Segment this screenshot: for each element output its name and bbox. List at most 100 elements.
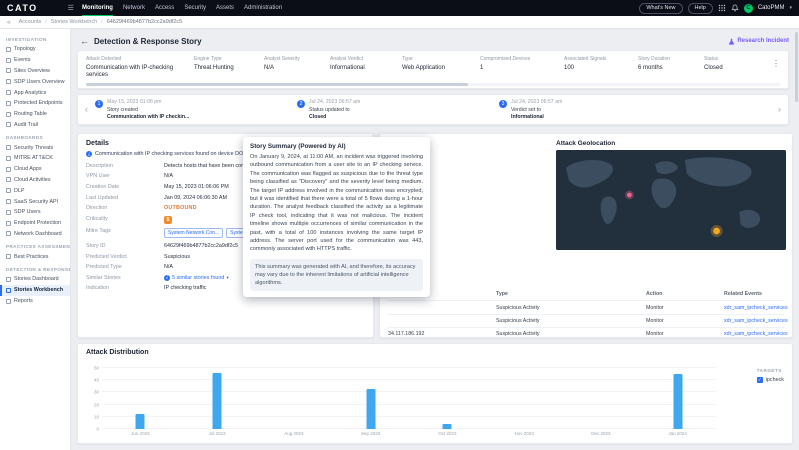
sidebar-item-cloud-activities[interactable]: Cloud Activities xyxy=(0,175,70,186)
detail-label: Creation Date xyxy=(86,184,120,191)
detail-row-story-id: Story ID 64629f469b4877b2cc2a9df2c5 xyxy=(86,243,365,249)
timeline-event-text: Jul 24, 2023 06:57 am Status updated to … xyxy=(309,99,360,119)
attack-distribution-title: Attack Distribution xyxy=(86,349,149,356)
sidebar-item-audit-trail[interactable]: Audit Trail xyxy=(0,119,70,130)
bar-jan-2024[interactable] xyxy=(673,374,683,429)
sidebar-item-protected-endpoints[interactable]: Protected Endpoints xyxy=(0,98,70,109)
bar-sep-2023[interactable] xyxy=(366,388,376,429)
sidebar-item-stories-dashboard[interactable]: Stories Dashboard xyxy=(0,274,70,285)
username[interactable]: CatoPMM xyxy=(757,5,785,11)
chevron-left-icon[interactable]: ‹ xyxy=(85,104,88,114)
collapse-sidebar-icon[interactable]: « xyxy=(7,18,11,26)
sidebar-item-label: SaaS Security API xyxy=(14,198,59,205)
y-axis-tick-label: 30 xyxy=(93,389,99,395)
back-arrow-icon[interactable]: ← xyxy=(80,35,89,46)
sidebar-item-reports[interactable]: Reports xyxy=(0,296,70,307)
detail-label: Criticality xyxy=(86,215,108,222)
chevron-right-icon[interactable]: › xyxy=(778,104,781,114)
table-row[interactable]: Suspicious Activity Monitor xdr_sam_ipch… xyxy=(388,313,788,327)
nav-security[interactable]: Security xyxy=(184,4,206,11)
detail-value: 64629f469b4877b2cc2a9df2c5 xyxy=(164,243,239,250)
protected-endpoints-icon xyxy=(6,100,11,106)
field-story-duration: Story Duration 6 months xyxy=(638,56,696,72)
nav-access[interactable]: Access xyxy=(154,4,175,11)
table-row[interactable]: Suspicious Activity Monitor xdr_sam_ipch… xyxy=(388,300,788,313)
mitre-tag-chip[interactable]: System Network Con... xyxy=(164,228,224,239)
geo-point-pink[interactable] xyxy=(626,192,632,198)
timeline-action: Story created xyxy=(107,106,138,113)
sidebar-item-best-practices[interactable]: Best Practices xyxy=(0,251,70,262)
cell-type: Suspicious Activity xyxy=(496,304,540,311)
kebab-menu-icon[interactable]: ⋮ xyxy=(772,59,780,68)
events-icon xyxy=(6,57,11,63)
related-event-link[interactable]: xdr_sam_ipcheck_services xyxy=(724,304,788,311)
sidebar-item-label: Best Practices xyxy=(14,253,49,260)
help-button[interactable]: Help xyxy=(687,2,713,14)
related-event-link[interactable]: xdr_sam_ipcheck_services xyxy=(724,317,788,324)
sidebar-item-network-dashboard[interactable]: Network Dashboard xyxy=(0,229,70,240)
legend-item-ipcheck[interactable]: ✓ ipcheck xyxy=(756,377,784,383)
attack-geolocation-map[interactable] xyxy=(556,150,786,250)
timeline-action: Verdict set to xyxy=(511,106,541,113)
breadcrumb-accounts[interactable]: Accounts xyxy=(18,19,42,25)
horizontal-scrollbar-thumb[interactable] xyxy=(86,83,468,86)
nav-monitoring[interactable]: Monitoring xyxy=(81,0,113,16)
apps-grid-icon[interactable] xyxy=(718,4,726,12)
sidebar-item-events[interactable]: Events xyxy=(0,55,70,66)
page-scrollbar-thumb[interactable] xyxy=(795,32,798,102)
sidebar-item-mitre-attack[interactable]: MITRE ATT&CK xyxy=(0,153,70,164)
detail-row-vpn-user: VPN User N/A xyxy=(86,173,365,179)
similar-stories-link[interactable]: i 5 similar stories found ▾ xyxy=(164,274,229,281)
notifications-bell-icon[interactable] xyxy=(731,4,739,12)
bar-oct-2023[interactable] xyxy=(442,424,452,429)
mitre-attack-icon xyxy=(6,155,11,161)
sidebar-item-stories-workbench[interactable]: Stories Workbench xyxy=(0,284,70,296)
timeline-event-1[interactable]: 1 May 15, 2023 01:06 pm Story created Co… xyxy=(95,99,290,120)
sidebar-item-topology[interactable]: Topology xyxy=(0,44,70,55)
sidebar-item-sites-overview[interactable]: Sites Overview xyxy=(0,66,70,77)
column-header-action: Action xyxy=(646,291,663,298)
chevron-down-icon[interactable]: ▾ xyxy=(789,5,792,11)
sidebar-item-label: Cloud Activities xyxy=(14,176,51,183)
nav-administration[interactable]: Administration xyxy=(244,4,283,11)
gridline xyxy=(102,367,716,368)
sidebar-item-sdp-users-overview[interactable]: SDP Users Overview xyxy=(0,76,70,87)
sidebar-item-cloud-apps[interactable]: Cloud Apps xyxy=(0,164,70,175)
nav-assets[interactable]: Assets xyxy=(216,4,235,11)
cato-logo[interactable]: CATO xyxy=(7,3,38,13)
related-event-link[interactable]: xdr_sam_ipcheck_services xyxy=(724,331,788,338)
table-row[interactable]: 34.117.186.192 Suspicious Activity Monit… xyxy=(388,327,788,340)
sidebar-item-dlp[interactable]: DLP xyxy=(0,185,70,196)
breadcrumb-stories-workbench[interactable]: Stories Workbench xyxy=(50,19,98,25)
whats-new-button[interactable]: What's New xyxy=(639,2,683,14)
research-flask-icon xyxy=(729,38,735,45)
detail-label: Last Updated xyxy=(86,194,119,201)
detail-row-last-updated: Last Updated Jan 09, 2024 06:06:30 AM xyxy=(86,195,365,201)
sidebar-item-endpoint-protection[interactable]: Endpoint Protection xyxy=(0,218,70,229)
timeline-step-badge: 2 xyxy=(297,100,305,109)
sidebar-item-security-threats[interactable]: Security Threats xyxy=(0,142,70,153)
timeline-event-2[interactable]: 2 Jul 24, 2023 06:57 am Status updated t… xyxy=(297,99,492,120)
bar-jul-2023[interactable] xyxy=(212,372,222,429)
sidebar-item-sdp-users[interactable]: SDP Users xyxy=(0,207,70,218)
sidebar-item-saas-security-api[interactable]: SaaS Security API xyxy=(0,196,70,207)
checkbox-icon[interactable]: ✓ xyxy=(756,377,763,383)
bar-jun-2023[interactable] xyxy=(135,414,145,429)
cell-action: Monitor xyxy=(646,317,664,324)
sidebar-item-app-analytics[interactable]: App Analytics xyxy=(0,87,70,98)
field-label: Analyst Severity xyxy=(264,56,300,62)
geo-point-orange[interactable] xyxy=(713,227,720,235)
page-header: ← Detection & Response Story Research In… xyxy=(80,34,789,48)
detail-value: Suspicious xyxy=(164,253,191,260)
nav-network[interactable]: Network xyxy=(122,4,145,11)
research-incident-link[interactable]: Research Incident xyxy=(728,38,789,45)
gridline xyxy=(102,415,716,417)
topology-icon xyxy=(6,46,11,52)
timeline-event-3[interactable]: 3 Jul 24, 2023 06:57 am Verdict set to I… xyxy=(499,99,694,120)
sidebar-item-label: MITRE ATT&CK xyxy=(14,155,53,162)
sidebar-item-routing-table[interactable]: Routing Table xyxy=(0,109,70,120)
research-incident-label: Research Incident xyxy=(737,38,789,44)
menu-icon[interactable]: ☰ xyxy=(67,5,74,12)
user-avatar[interactable]: C xyxy=(743,3,753,13)
x-axis-tick-label: Oct 2023 xyxy=(438,431,457,436)
